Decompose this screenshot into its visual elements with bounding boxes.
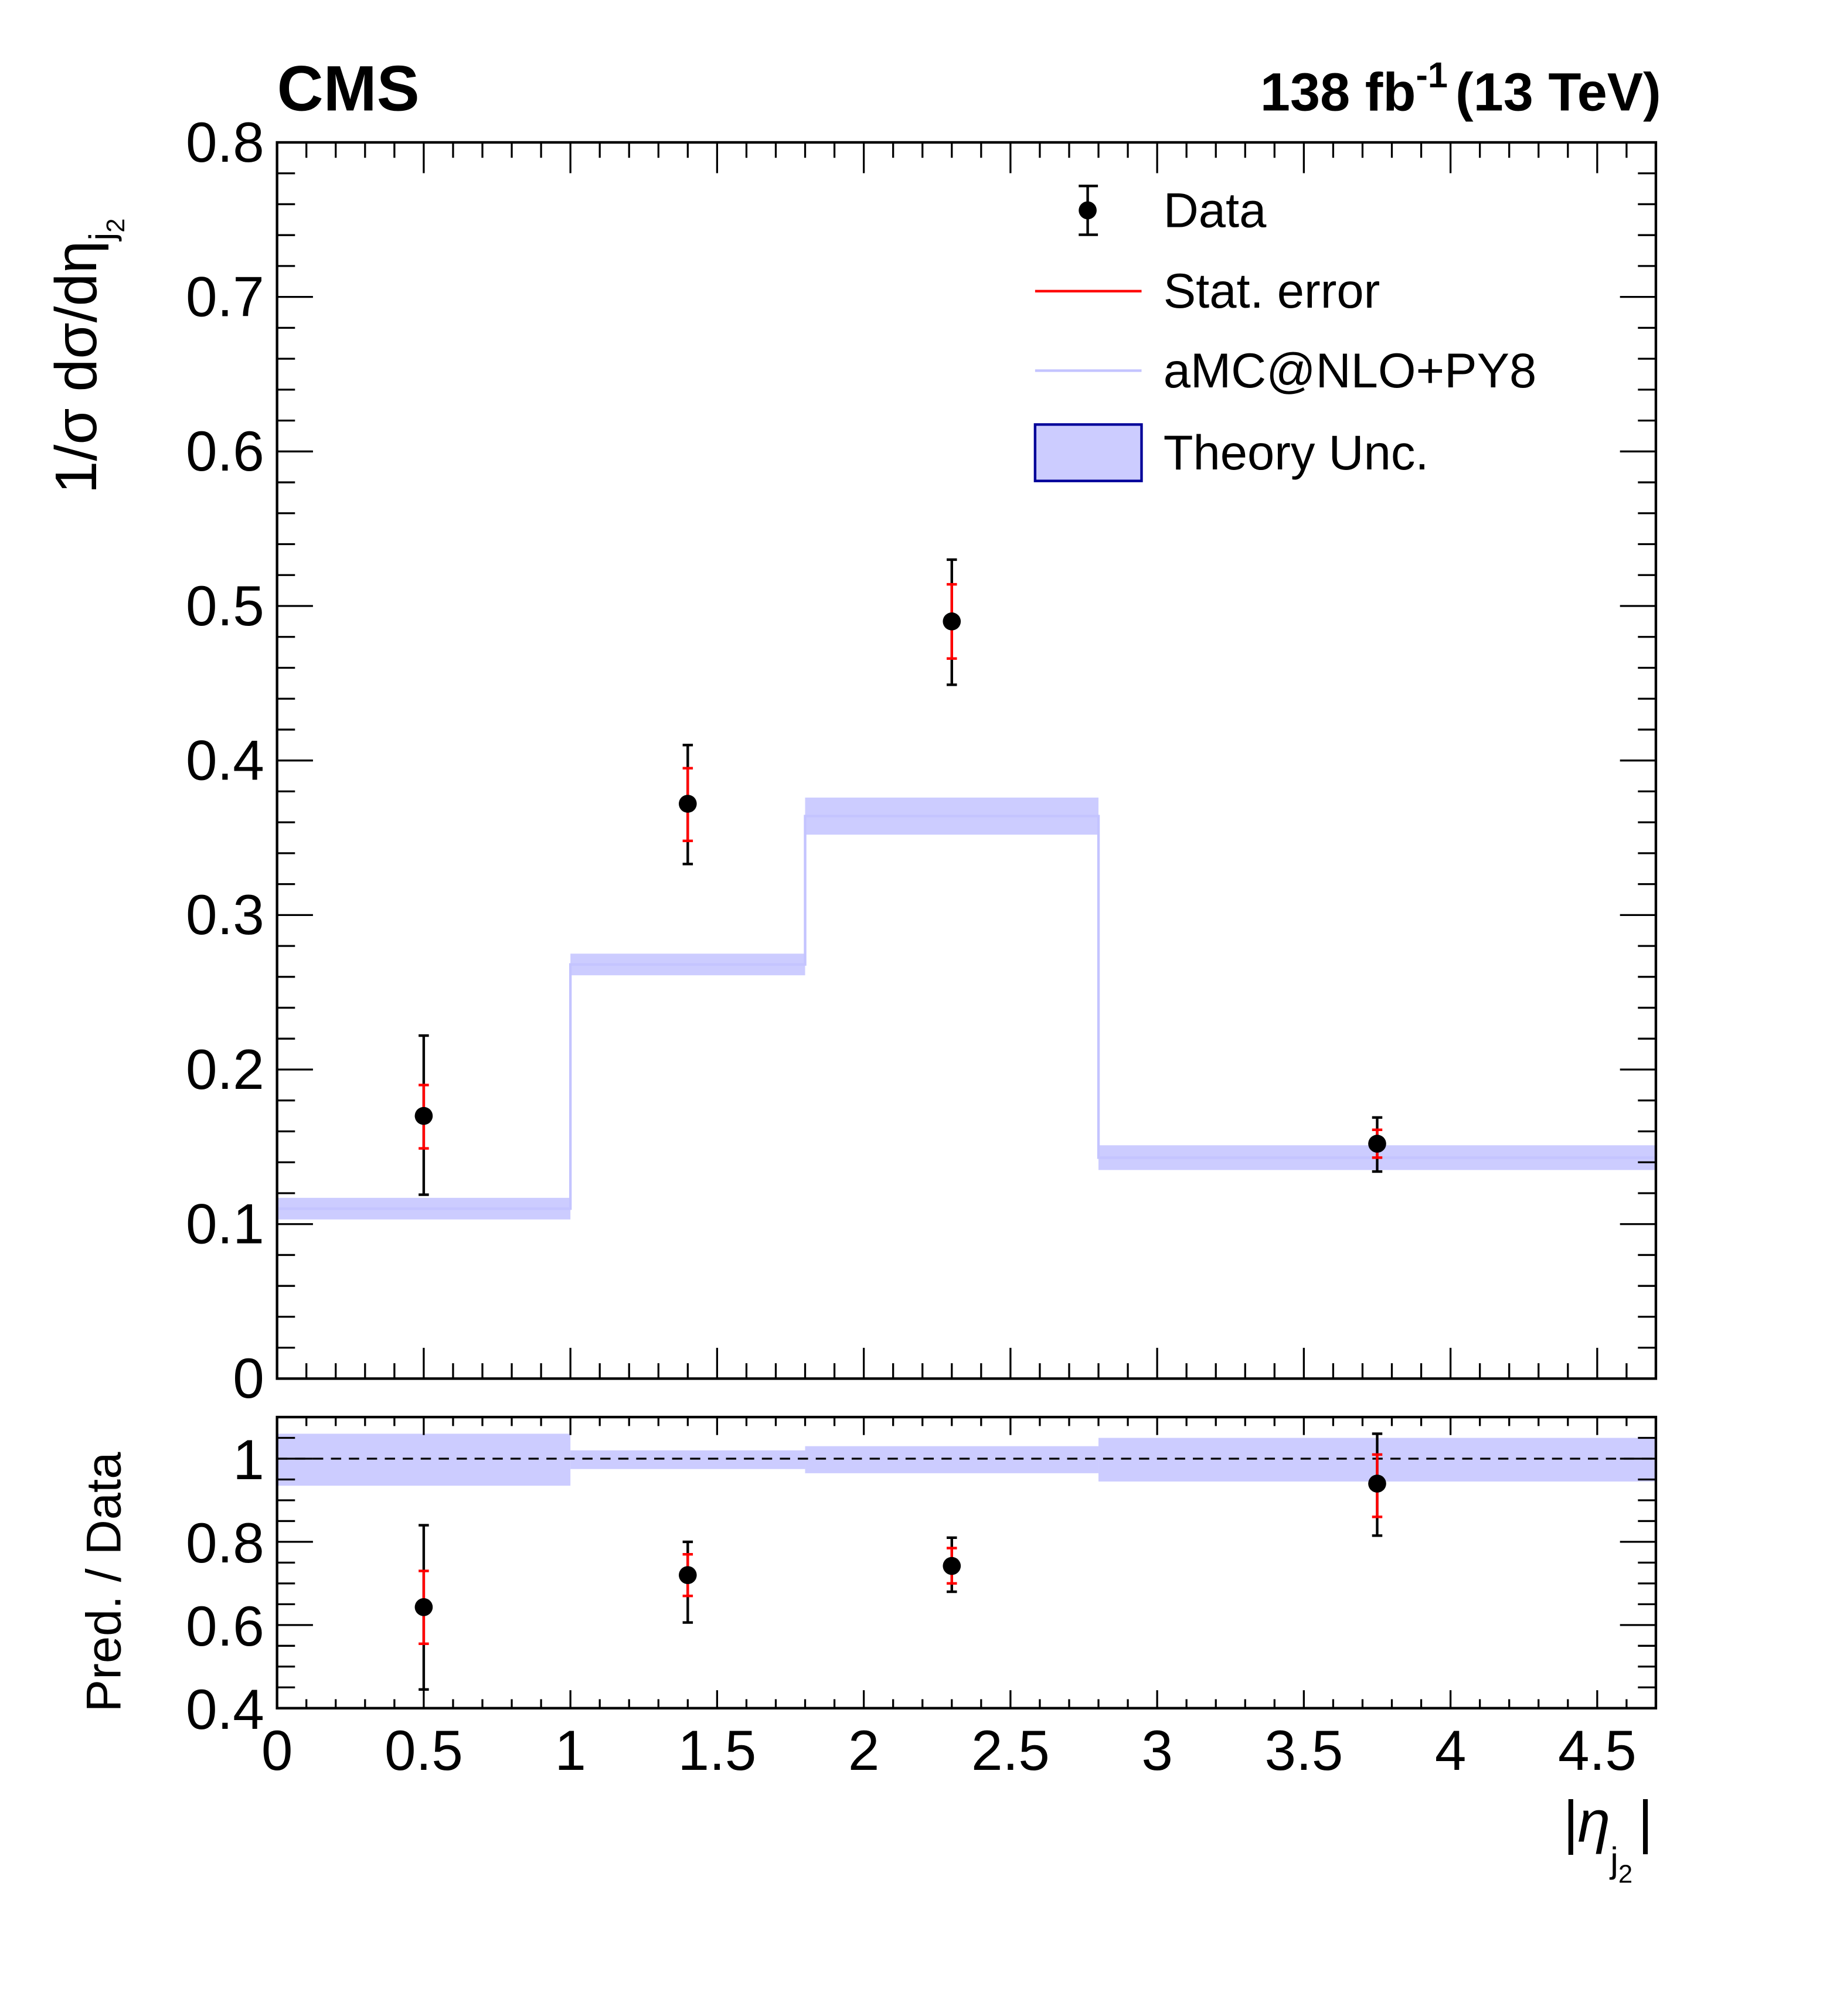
ratio-theory-band [277,1433,571,1486]
y-tick-label: 0.8 [186,111,264,174]
ratio-point [943,1557,961,1575]
legend-pred-label: aMC@NLO+PY8 [1164,343,1537,398]
x-tick-label: 2.5 [971,1719,1050,1782]
lumi-exponent: -1 [1416,55,1447,95]
x-axis-label-sub: j [1609,1840,1618,1880]
x-axis-label: |ηj2| [1562,1789,1653,1888]
ratio-y-tick-label: 0.8 [186,1512,264,1575]
legend-stat-label: Stat. error [1164,264,1380,318]
x-axis-label-end: | [1638,1789,1653,1854]
ratio-y-tick-label: 0.6 [186,1595,264,1658]
x-axis-label-subsub: 2 [1618,1860,1632,1888]
x-tick-label: 0 [261,1719,293,1782]
data-point [943,612,961,631]
legend-band-label: Theory Unc. [1164,425,1429,480]
legend-data-marker [1079,201,1097,220]
ratio-y-tick-label: 0.4 [186,1678,264,1741]
prediction-line [277,815,1656,1210]
x-tick-label: 4 [1435,1719,1467,1782]
ratio-theory-band [570,1450,805,1469]
lumi-label: 138 fb-1 (13 TeV) [1260,55,1661,122]
y-tick-label: 0.3 [186,884,264,946]
data-point [1368,1135,1386,1153]
ratio-point [679,1566,697,1584]
y-axis-label-main: 1/σ dσ/dη [43,241,109,494]
ratio-point [1368,1474,1386,1493]
y-tick-label: 0.6 [186,420,264,483]
main-frame [275,141,1658,1380]
ratio-y-axis-label: Pred. / Data [77,1452,131,1712]
y-tick-label: 0.7 [186,265,264,328]
x-tick-label: 1 [555,1719,586,1782]
y-axis-label-subsub: 2 [101,219,130,233]
ratio-point [414,1598,433,1616]
data-point [414,1106,433,1125]
y-axis-label-sub: j [82,233,122,242]
energy-label: (13 TeV) [1455,62,1661,122]
legend-data-label: Data [1164,183,1267,237]
legend: Data Stat. error aMC@NLO+PY8 Theory Unc. [1033,183,1537,482]
x-tick-label: 1.5 [678,1719,756,1782]
x-tick-label: 4.5 [1558,1719,1637,1782]
ratio-theory-band [805,1446,1099,1473]
y-tick-label: 0 [233,1347,264,1410]
y-tick-label: 0.4 [186,730,264,792]
y-tick-label: 0.1 [186,1193,264,1256]
x-tick-label: 2 [848,1719,880,1782]
legend-band-swatch [1033,423,1143,482]
lumi-value: 138 fb [1260,62,1416,122]
x-tick-label: 3 [1141,1719,1173,1782]
x-tick-label: 3.5 [1264,1719,1343,1782]
x-tick-label: 0.5 [385,1719,463,1782]
y-axis-label: 1/σ dσ/dηj2 [43,219,130,494]
y-tick-label: 0.5 [186,575,264,638]
data-point [679,795,697,813]
x-axis-label-main: |η [1562,1789,1610,1854]
ratio-y-tick-label: 1 [233,1429,264,1491]
experiment-label: CMS [277,53,420,124]
y-tick-label: 0.2 [186,1038,264,1101]
